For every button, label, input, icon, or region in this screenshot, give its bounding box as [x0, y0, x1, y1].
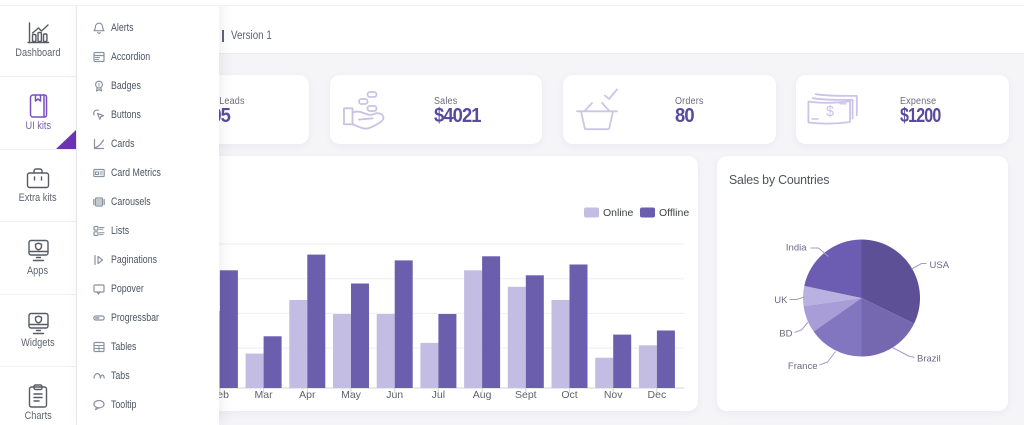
svg-text:Oct: Oct: [561, 389, 577, 401]
svg-text:France: France: [787, 361, 817, 372]
svg-text:UK: UK: [774, 295, 788, 306]
svg-text:Sept: Sept: [515, 389, 537, 401]
svg-text:Mar: Mar: [255, 389, 274, 401]
svg-text:Offline: Offline: [659, 207, 689, 219]
svg-text:May: May: [341, 389, 362, 401]
svg-text:Jul: Jul: [432, 389, 445, 401]
svg-text:Brazil: Brazil: [917, 354, 941, 365]
svg-text:India: India: [785, 243, 806, 254]
svg-text:BD: BD: [779, 329, 792, 340]
svg-text:Online: Online: [603, 207, 634, 219]
svg-text:Apr: Apr: [299, 389, 316, 401]
svg-text:Nov: Nov: [604, 389, 623, 401]
svg-text:Dec: Dec: [648, 389, 667, 401]
svg-text:USA: USA: [929, 260, 949, 271]
svg-text:$: $: [826, 104, 834, 120]
svg-text:Aug: Aug: [473, 389, 492, 401]
svg-text:Jun: Jun: [386, 389, 403, 401]
